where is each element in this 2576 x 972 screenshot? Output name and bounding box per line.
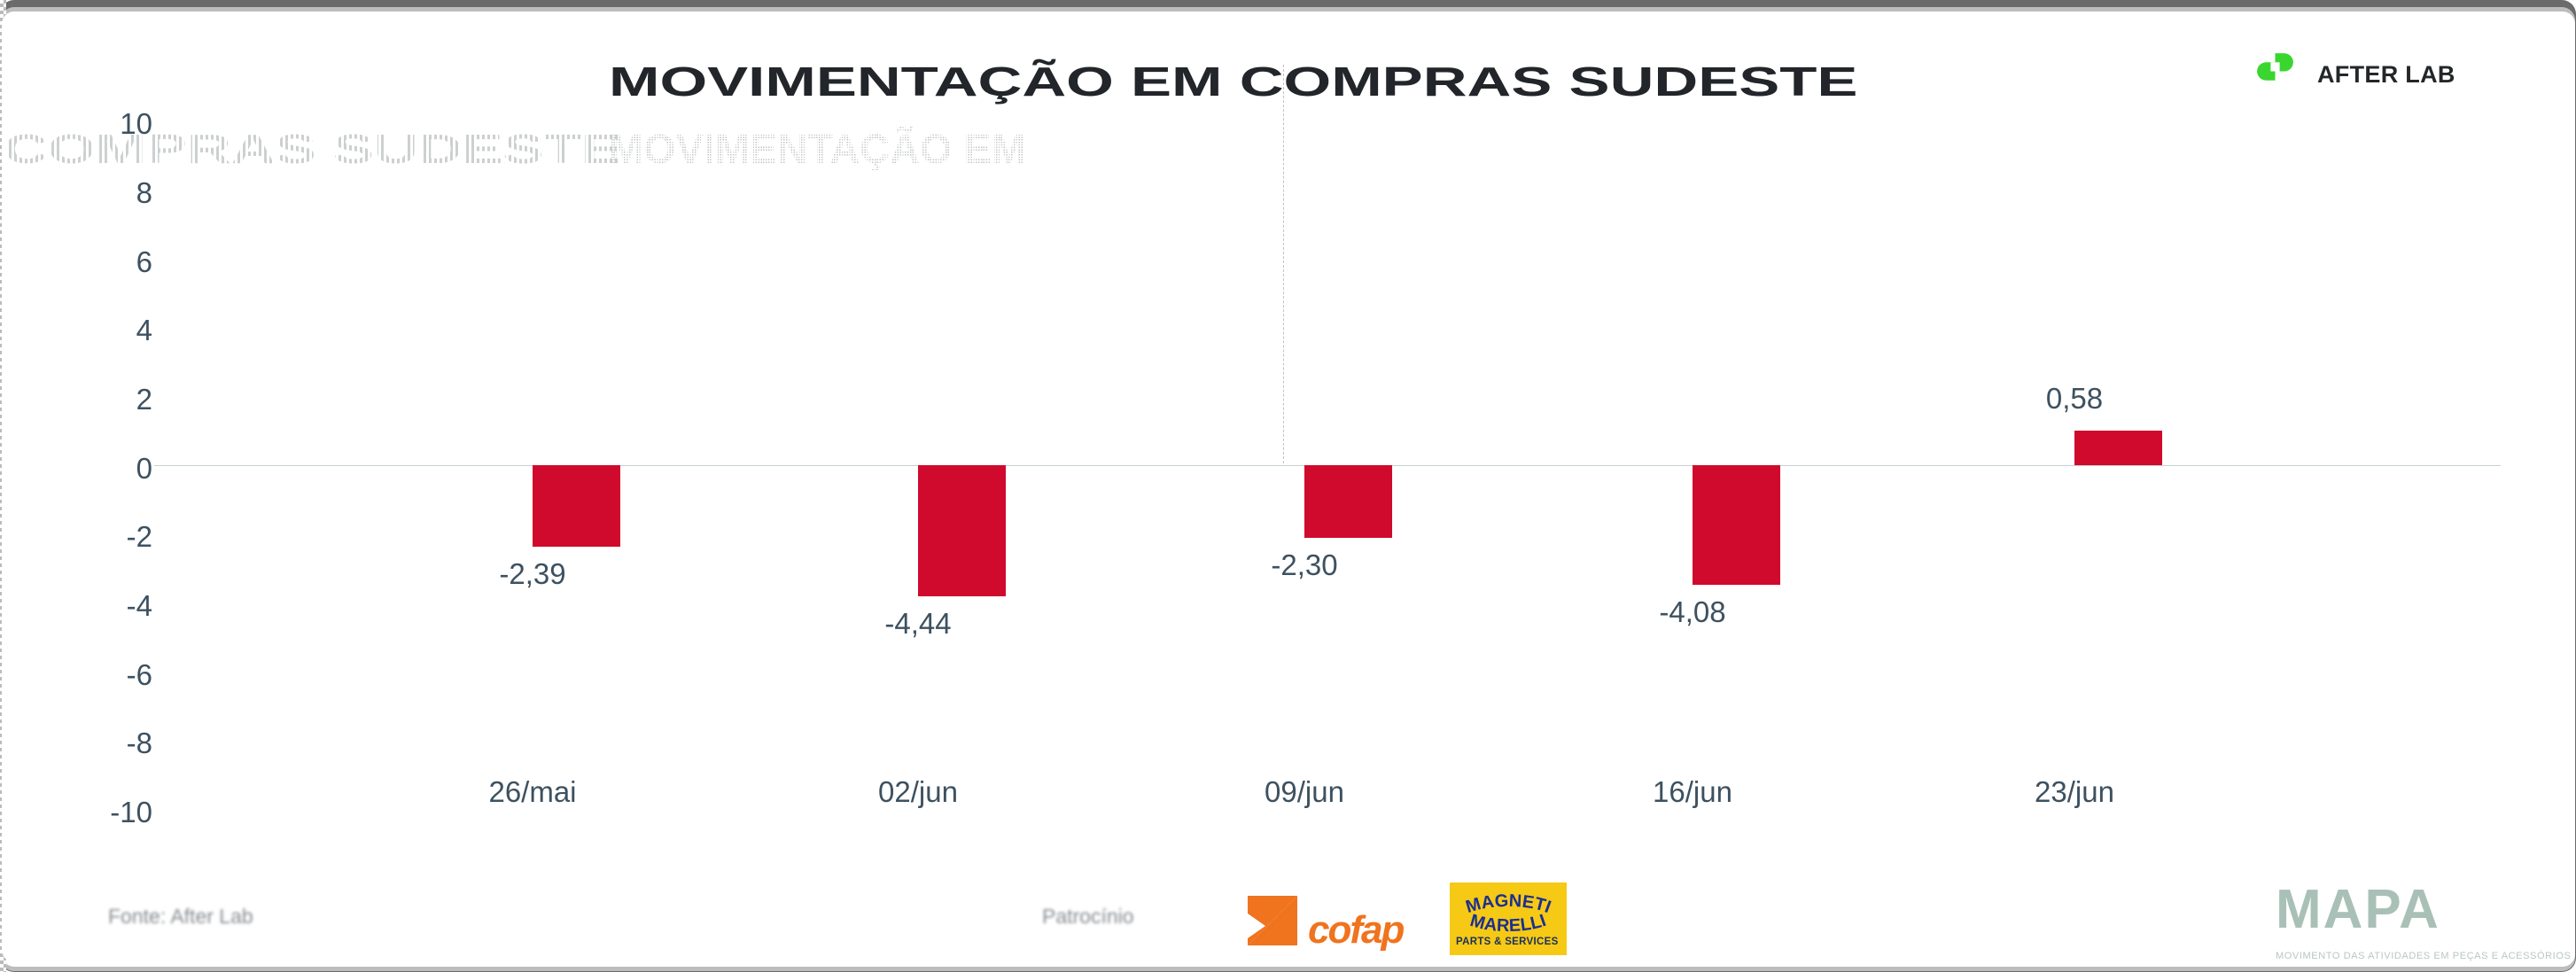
svg-text:cofap: cofap <box>1308 908 1404 952</box>
svg-text:MARELLI: MARELLI <box>1468 911 1549 936</box>
